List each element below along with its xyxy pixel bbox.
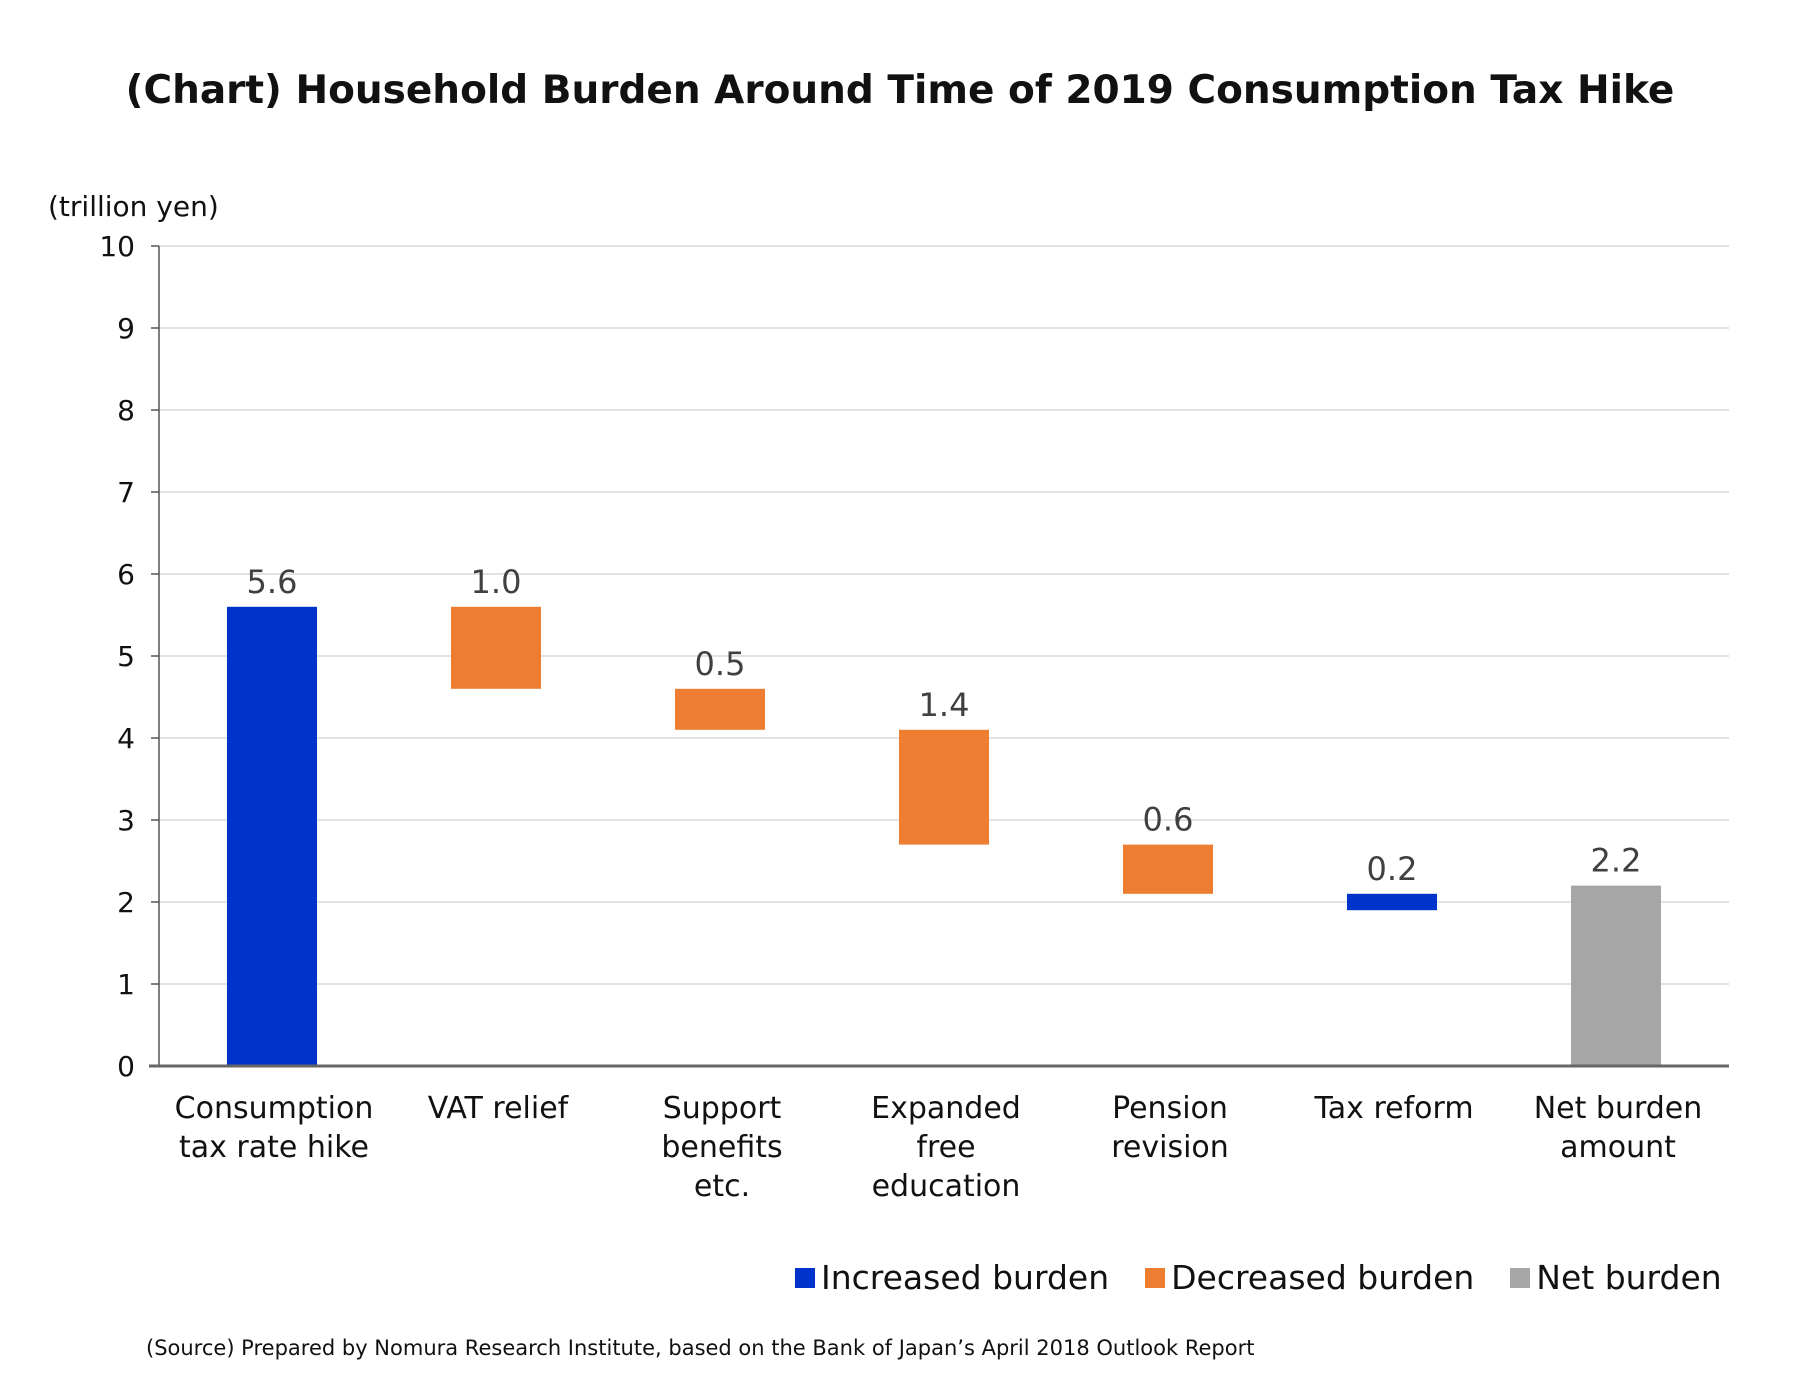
x-tick-label: Expanded bbox=[871, 1091, 1021, 1126]
legend-label-increased: Increased burden bbox=[821, 1258, 1110, 1297]
y-tick-label: 0 bbox=[117, 1050, 135, 1083]
data-label: 5.6 bbox=[247, 563, 298, 601]
legend-swatch-decreased bbox=[1145, 1267, 1166, 1288]
legend-item-decreased: Decreased burden bbox=[1145, 1258, 1474, 1297]
bar bbox=[227, 606, 317, 1066]
data-label: 2.2 bbox=[1591, 842, 1642, 880]
y-tick-label: 6 bbox=[117, 558, 135, 591]
bar bbox=[1571, 885, 1661, 1066]
legend-label-decreased: Decreased burden bbox=[1171, 1258, 1475, 1297]
x-tick-label: benefits bbox=[661, 1130, 782, 1165]
x-tick-label: education bbox=[872, 1169, 1021, 1204]
x-tick-label: Pension bbox=[1112, 1091, 1228, 1126]
y-tick-label: 1 bbox=[117, 968, 135, 1001]
x-tick-label: Net burden bbox=[1534, 1091, 1703, 1126]
y-tick-label: 2 bbox=[117, 886, 135, 919]
data-label: 0.6 bbox=[1143, 801, 1194, 839]
y-tick-label: 7 bbox=[117, 476, 135, 509]
legend-label-net: Net burden bbox=[1536, 1258, 1722, 1297]
x-tick-label: Tax reform bbox=[1313, 1091, 1473, 1126]
legend-item-net: Net burden bbox=[1510, 1258, 1722, 1297]
bar bbox=[451, 606, 541, 689]
legend: Increased burden Decreased burden Net bu… bbox=[795, 1258, 1722, 1297]
x-tick-label: amount bbox=[1560, 1130, 1676, 1165]
bar bbox=[899, 729, 989, 845]
bar bbox=[1347, 893, 1437, 911]
data-label: 0.2 bbox=[1367, 850, 1418, 888]
x-tick-label: VAT relief bbox=[428, 1091, 570, 1126]
legend-item-increased: Increased burden bbox=[795, 1258, 1109, 1297]
data-label: 1.4 bbox=[919, 686, 970, 724]
y-tick-label: 8 bbox=[117, 394, 135, 427]
chart-title: (Chart) Household Burden Around Time of … bbox=[125, 68, 1675, 113]
bar bbox=[1123, 844, 1213, 894]
bar bbox=[675, 688, 765, 730]
y-tick-label: 10 bbox=[99, 230, 135, 263]
x-tick-label: etc. bbox=[694, 1169, 750, 1204]
y-tick-label: 4 bbox=[117, 722, 135, 755]
legend-swatch-increased bbox=[795, 1267, 815, 1288]
source-note: (Source) Prepared by Nomura Research Ins… bbox=[146, 1336, 1255, 1360]
x-tick-label: free bbox=[916, 1130, 975, 1165]
data-label: 1.0 bbox=[471, 563, 522, 601]
data-label: 0.5 bbox=[695, 645, 746, 683]
y-tick-label: 5 bbox=[117, 640, 135, 673]
x-tick-label: Support bbox=[663, 1091, 782, 1126]
x-tick-label: revision bbox=[1111, 1130, 1229, 1165]
y-axis-label: (trillion yen) bbox=[48, 190, 219, 223]
x-tick-label: Consumption bbox=[175, 1091, 374, 1126]
legend-swatch-net bbox=[1510, 1267, 1531, 1288]
y-tick-label: 9 bbox=[117, 312, 135, 345]
x-tick-label: tax rate hike bbox=[179, 1130, 369, 1165]
y-tick-label: 3 bbox=[117, 804, 135, 837]
